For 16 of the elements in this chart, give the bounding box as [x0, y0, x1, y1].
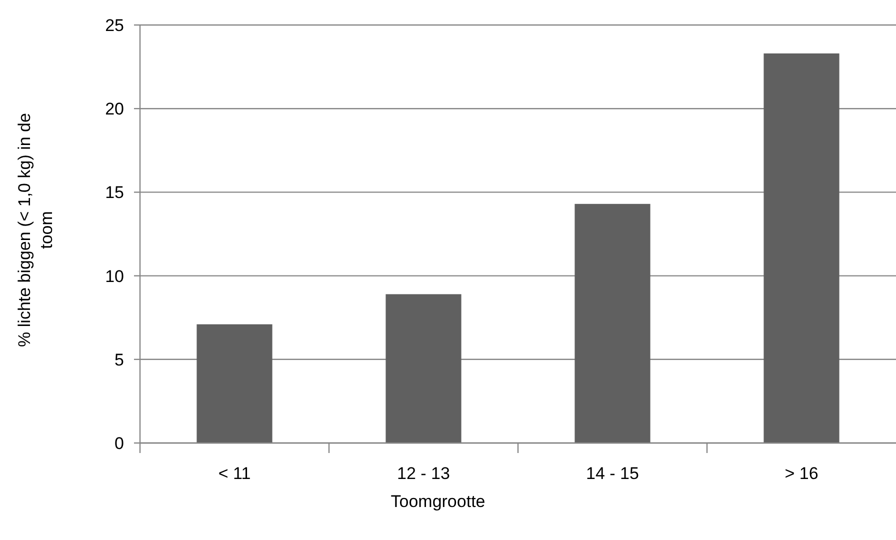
- y-tick-label: 0: [114, 434, 124, 453]
- x-axis-title: Toomgrootte: [390, 492, 486, 511]
- y-tick-label: 15: [105, 183, 124, 202]
- y-tick-label: 20: [105, 100, 124, 119]
- y-tick-label: 25: [105, 16, 124, 35]
- y-tick-label: 10: [105, 266, 124, 286]
- x-tick-label: 12 - 13: [397, 464, 450, 483]
- y-axis-title: % lichte biggen (< 1,0 kg) in de toom: [15, 113, 56, 347]
- bar: [196, 324, 272, 443]
- bar: [764, 53, 840, 443]
- x-tick-label: > 16: [784, 464, 818, 483]
- x-tick-label: 14 - 15: [586, 464, 639, 483]
- bar: [574, 204, 650, 443]
- y-tick-label: 5: [114, 350, 124, 370]
- x-tick-label: < 11: [218, 464, 251, 483]
- bar: [386, 294, 462, 443]
